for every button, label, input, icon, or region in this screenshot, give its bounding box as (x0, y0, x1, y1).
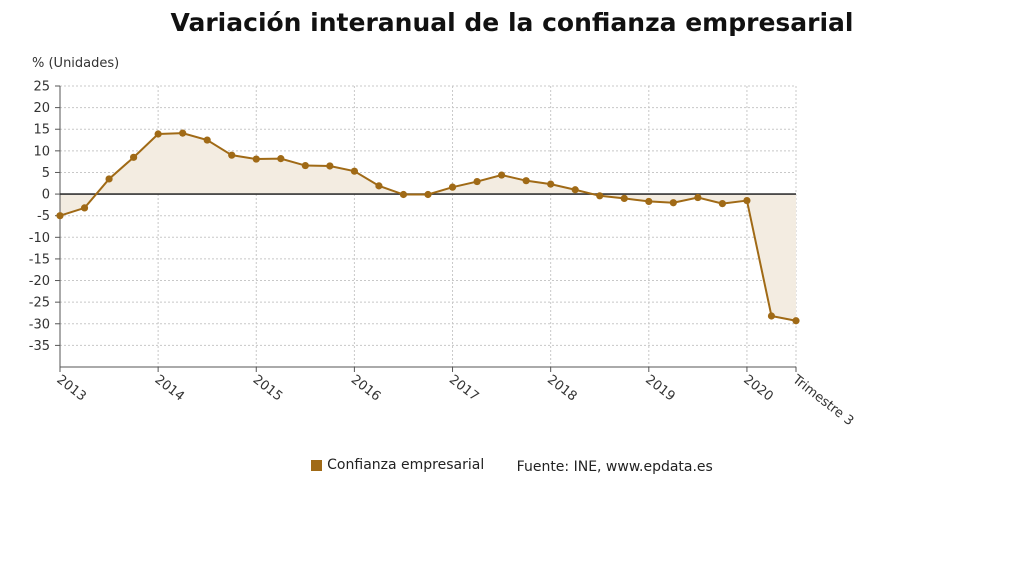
data-point (522, 177, 530, 185)
data-point (301, 161, 309, 170)
data-point (792, 317, 800, 325)
legend-item[interactable]: Confianza empresarial (311, 457, 484, 473)
data-point (399, 190, 408, 199)
x-tick-labels: 2013 2014 2015 2016 2017 2018 2019 2020 Trimestr… (54, 372, 857, 429)
data-point (596, 192, 604, 200)
data-point (694, 193, 702, 202)
source-note: Fuente: INE, www.epdata.es (516, 458, 713, 475)
data-point (743, 196, 751, 205)
data-point (571, 186, 579, 194)
data-point (56, 212, 64, 220)
y-tick-label: -35 (29, 339, 50, 354)
y-tick-label: -15 (29, 252, 50, 267)
x-tick-label: 2013 (54, 372, 89, 404)
y-tick-label: -25 (29, 296, 50, 311)
y-axis-unit-label: % (Unidades) (32, 56, 120, 71)
x-tick-label: 2017 (446, 372, 481, 404)
data-point (498, 171, 506, 179)
data-point (620, 194, 628, 202)
data-point (154, 130, 162, 138)
data-point (326, 162, 334, 170)
y-tick-label: 5 (42, 166, 50, 181)
chart-title: Variación interanual de la confianza emp… (170, 8, 854, 37)
legend-series-label: Confianza empresarial (327, 457, 485, 473)
y-tick-label: -20 (29, 274, 50, 289)
data-point (718, 199, 727, 208)
y-tick-label: 10 (33, 144, 50, 159)
legend: Confianza empresarial Fuente: INE, www.e… (0, 457, 1024, 475)
data-point (203, 136, 211, 144)
y-tick-label: -5 (37, 209, 50, 224)
y-tick-label: 0 (42, 188, 50, 203)
data-points (56, 129, 800, 325)
data-point (252, 155, 260, 163)
data-point (669, 199, 677, 207)
y-tick-label: 25 (33, 80, 50, 95)
data-point (375, 182, 383, 190)
y-tick-label: 20 (33, 101, 50, 116)
data-point (767, 312, 776, 320)
area-fill (60, 133, 796, 321)
data-point (277, 155, 285, 163)
y-tick-labels: 25 20 15 10 5 0 -5 -10 -15 -20 -25 -30 -35 (29, 80, 50, 354)
data-point (473, 177, 481, 186)
series-area (60, 133, 796, 321)
data-point (105, 175, 113, 183)
y-tick-label: -30 (29, 317, 50, 332)
legend-swatch-icon (311, 459, 323, 471)
data-point (645, 197, 653, 206)
data-point (228, 151, 236, 159)
y-tick-label: 15 (33, 123, 50, 138)
x-tick-label: 2020 (740, 372, 775, 404)
x-tick-label: Trimestre 3 (789, 372, 857, 429)
data-point (350, 167, 358, 175)
x-tick-label: 2014 (152, 372, 187, 404)
data-point (424, 190, 432, 199)
data-point (448, 183, 457, 191)
data-point (179, 129, 187, 137)
x-tick-label: 2018 (544, 372, 579, 404)
x-tick-label: 2016 (348, 372, 383, 404)
x-tick-label: 2015 (250, 372, 285, 404)
x-tick-label: 2019 (642, 372, 677, 404)
data-point (547, 180, 555, 188)
y-tick-label: -10 (29, 231, 50, 246)
grid (60, 85, 797, 367)
data-point (80, 204, 89, 212)
data-point (130, 153, 138, 161)
